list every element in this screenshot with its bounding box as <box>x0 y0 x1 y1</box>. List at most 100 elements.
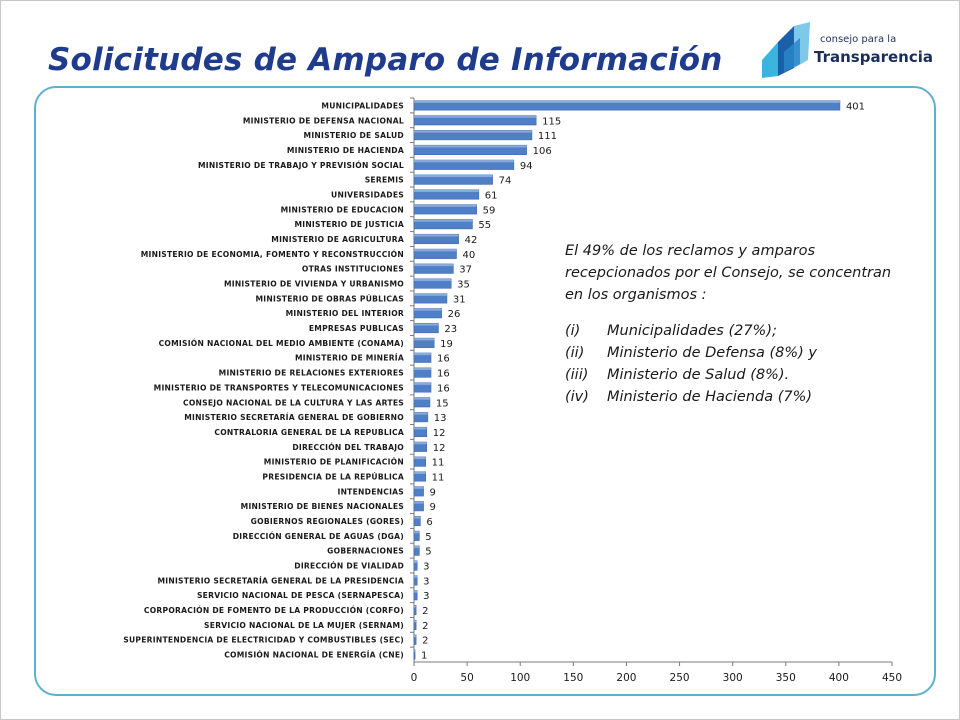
category-label: MINISTERIO DE EDUCACION <box>281 205 404 214</box>
category-label: MINISTERIO SECRETARÍA GENERAL DE LA PRES… <box>157 576 404 585</box>
bar <box>413 263 454 274</box>
category-label: MINISTERIO DE SALUD <box>304 131 404 140</box>
category-label: SEREMIS <box>365 176 404 185</box>
bar-highlight <box>414 545 420 549</box>
bar <box>413 308 442 319</box>
category-label: MINISTERIO DE BIENES NACIONALES <box>241 502 404 511</box>
data-label: 9 <box>430 502 436 513</box>
data-label: 5 <box>425 547 431 558</box>
note-item-text: Ministerio de Hacienda (7%) <box>607 389 813 405</box>
x-tick-label: 350 <box>776 672 796 684</box>
x-tick-label: 50 <box>460 672 473 684</box>
bar <box>413 219 473 230</box>
data-label: 94 <box>520 161 533 172</box>
bar-highlight <box>414 352 431 356</box>
category-label: MINISTERIO DE VIVIENDA Y URBANISMO <box>224 280 404 289</box>
data-label: 23 <box>444 324 457 335</box>
logo-line-2: Transparencia <box>814 48 933 66</box>
bar <box>413 649 416 660</box>
category-label: CORPORACIÓN DE FOMENTO DE LA PRODUCCIÓN … <box>144 606 404 615</box>
bar <box>413 233 459 245</box>
x-tick-label: 400 <box>829 672 849 684</box>
data-label: 11 <box>432 458 445 469</box>
bar-highlight <box>414 323 439 326</box>
bar-highlight <box>414 456 426 460</box>
bar-highlight <box>414 115 537 118</box>
bar-highlight <box>414 605 417 608</box>
x-tick-label: 250 <box>670 672 690 684</box>
category-label: OTRAS INSTITUCIONES <box>302 265 404 274</box>
category-label: MINISTERIO DE MINERÍA <box>295 354 404 363</box>
category-label: SERVICIO NACIONAL DE PESCA (SERNAPESCA) <box>197 591 404 600</box>
category-label: MINISTERIO DE TRANSPORTES Y TELECOMUNICA… <box>154 383 404 392</box>
category-label: EMPRESAS PUBLICAS <box>309 324 404 333</box>
bar <box>413 367 432 378</box>
bar <box>413 337 435 348</box>
bar <box>413 456 426 467</box>
note-item-number: (iv) <box>565 389 589 405</box>
note-item: (iv) Ministerio de Hacienda (7%) <box>565 386 895 408</box>
data-label: 16 <box>437 369 450 380</box>
data-label: 401 <box>846 101 865 112</box>
category-label: DIRECCIÓN GENERAL DE AGUAS (DGA) <box>233 532 404 541</box>
bar-highlight <box>414 560 418 563</box>
category-label: SUPERINTENDENCIA DE ELECTRICIDAD Y COMBU… <box>123 636 404 645</box>
bar <box>413 189 480 200</box>
x-tick-label: 100 <box>510 672 530 684</box>
note-item-number: (i) <box>565 323 581 339</box>
bar-highlight <box>414 234 459 237</box>
note-item-number: (ii) <box>565 345 585 361</box>
logo: consejo para la Transparencia <box>756 20 933 82</box>
data-label: 3 <box>423 562 429 573</box>
bar <box>413 486 424 497</box>
bar <box>413 412 429 423</box>
logo-line-1: consejo para la <box>820 34 897 45</box>
bar-highlight <box>414 219 473 222</box>
bar-highlight <box>414 204 477 207</box>
category-label: DIRECCIÓN DE VIALIDAD <box>294 562 404 571</box>
data-label: 106 <box>533 146 552 157</box>
category-label: MINISTERIO DE TRABAJO Y PREVISIÓN SOCIAL <box>198 161 404 170</box>
x-tick-label: 0 <box>411 672 418 684</box>
bar-highlight <box>414 145 527 148</box>
data-label: 19 <box>440 339 453 350</box>
data-label: 37 <box>459 265 472 276</box>
bar-highlight <box>414 649 416 653</box>
category-label: DIRECCIÓN DEL TRABAJO <box>292 443 404 452</box>
x-tick-label: 300 <box>723 672 743 684</box>
category-label: SERVICIO NACIONAL DE LA MUJER (SERNAM) <box>204 621 404 630</box>
data-label: 40 <box>462 250 475 261</box>
bar-highlight <box>414 338 435 341</box>
category-label: UNIVERSIDADES <box>331 190 404 199</box>
bar-highlight <box>414 427 427 430</box>
content-panel <box>34 86 936 696</box>
category-label: MINISTERIO DE AGRICULTURA <box>271 235 404 244</box>
bar <box>413 426 428 437</box>
bar <box>413 144 527 155</box>
bar <box>413 501 424 512</box>
bar <box>413 204 477 215</box>
data-label: 35 <box>457 280 470 291</box>
bar <box>413 159 515 170</box>
data-label: 2 <box>422 621 428 632</box>
data-label: 115 <box>542 116 561 127</box>
data-label: 61 <box>485 190 498 201</box>
summary-note: El 49% de los reclamos y amparos recepci… <box>565 240 895 408</box>
logo-mark-icon <box>762 22 810 78</box>
bar-highlight <box>414 442 427 445</box>
page-title: Solicitudes de Amparo de Información <box>48 42 723 78</box>
bar <box>413 560 418 571</box>
bar-highlight <box>414 100 840 103</box>
bar-highlight <box>414 575 418 578</box>
data-label: 55 <box>478 220 491 231</box>
bar <box>413 634 417 645</box>
bar-highlight <box>414 412 428 415</box>
bar <box>413 441 428 452</box>
category-label: COMISIÓN NACIONAL DEL MEDIO AMBIENTE (CO… <box>159 339 404 348</box>
bar-highlight <box>414 486 424 489</box>
data-label: 1 <box>421 651 427 662</box>
category-label: MINISTERIO DEL INTERIOR <box>286 309 404 318</box>
bar-highlight <box>414 367 431 371</box>
bar-highlight <box>414 293 447 296</box>
bar <box>413 530 420 541</box>
